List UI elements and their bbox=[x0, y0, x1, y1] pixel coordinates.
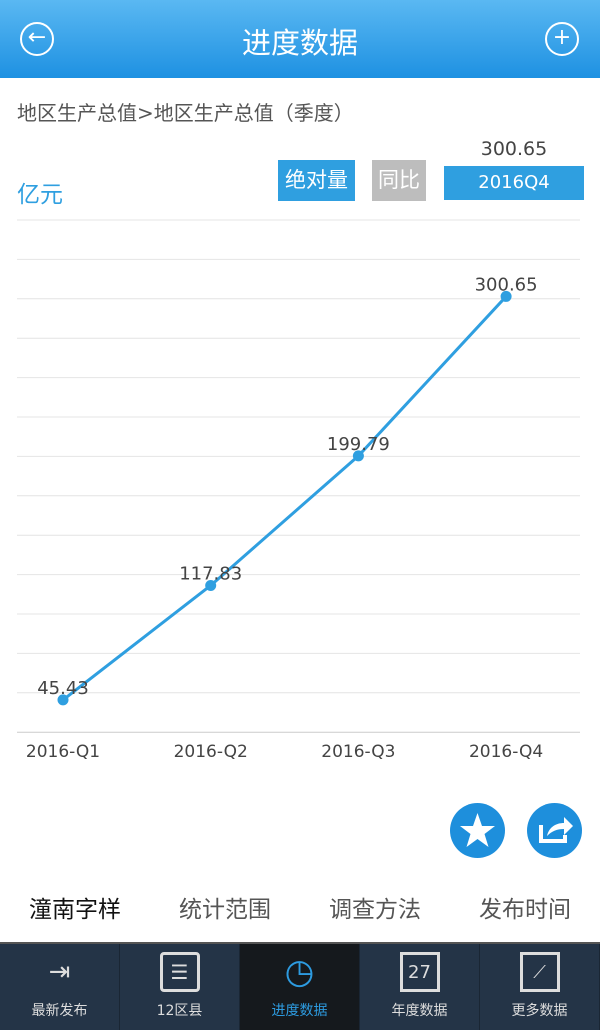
nav-annual[interactable]: 27 年度数据 bbox=[360, 944, 480, 1030]
back-icon[interactable]: ← bbox=[20, 22, 54, 56]
star-icon bbox=[460, 813, 495, 847]
header: ← 进度数据 + bbox=[0, 0, 600, 78]
chart-icon: ⟋ bbox=[519, 952, 560, 992]
data-label: 45.43 bbox=[37, 678, 89, 699]
period-selector[interactable]: 2016Q4 bbox=[444, 166, 584, 200]
data-point bbox=[352, 450, 364, 462]
nav-more[interactable]: ⟋ 更多数据 bbox=[480, 944, 600, 1030]
x-tick-label: 2016-Q1 bbox=[26, 742, 100, 762]
nav-districts[interactable]: ☰ 12区县 bbox=[120, 944, 240, 1030]
tab-method[interactable]: 调查方法 bbox=[329, 897, 421, 923]
bottom-nav: ⇥ 最新发布 ☰ 12区县 ◷ 进度数据 27 年度数据 ⟋ 更多数据 bbox=[0, 942, 600, 1030]
info-tabs: 潼南字样 统计范围 调查方法 发布时间 bbox=[0, 890, 600, 924]
yoy-button[interactable]: 同比 bbox=[372, 160, 426, 201]
data-point bbox=[205, 579, 217, 591]
line-chart: 45.43 2016-Q1 117.83 2016-Q2 199.79 2016-Q3 30… bbox=[17, 219, 580, 762]
data-label: 117.83 bbox=[179, 563, 242, 584]
breadcrumb: 地区生产总值>地区生产总值（季度） bbox=[17, 101, 354, 125]
share-icon bbox=[539, 817, 573, 843]
x-tick-label: 2016-Q4 bbox=[469, 742, 543, 762]
favorite-button[interactable] bbox=[450, 803, 505, 858]
x-tick-label: 2016-Q2 bbox=[174, 742, 248, 762]
add-icon[interactable]: + bbox=[545, 22, 579, 56]
data-label: 199.79 bbox=[327, 434, 390, 455]
unit-label: 亿元 bbox=[17, 182, 63, 208]
tab-scope[interactable]: 统计范围 bbox=[179, 897, 271, 923]
nav-progress[interactable]: ◷ 进度数据 bbox=[240, 944, 360, 1030]
x-tick-label: 2016-Q3 bbox=[321, 742, 395, 762]
tab-release-time[interactable]: 发布时间 bbox=[479, 897, 571, 923]
page-title: 进度数据 bbox=[241, 26, 358, 60]
calendar-icon: 27 bbox=[399, 952, 440, 992]
nav-latest[interactable]: ⇥ 最新发布 bbox=[0, 944, 120, 1030]
export-icon: ⇥ bbox=[48, 957, 71, 987]
tab-sample[interactable]: 潼南字样 bbox=[29, 897, 121, 923]
data-point bbox=[57, 694, 69, 706]
series-line bbox=[62, 295, 508, 702]
selected-value: 300.65 bbox=[480, 138, 548, 160]
history-icon: ◷ bbox=[284, 952, 315, 992]
share-button[interactable] bbox=[527, 803, 582, 858]
absolute-button[interactable]: 绝对量 bbox=[278, 160, 355, 201]
sliders-icon: ☰ bbox=[159, 952, 200, 992]
data-label: 300.65 bbox=[475, 274, 538, 295]
data-point bbox=[500, 290, 512, 302]
